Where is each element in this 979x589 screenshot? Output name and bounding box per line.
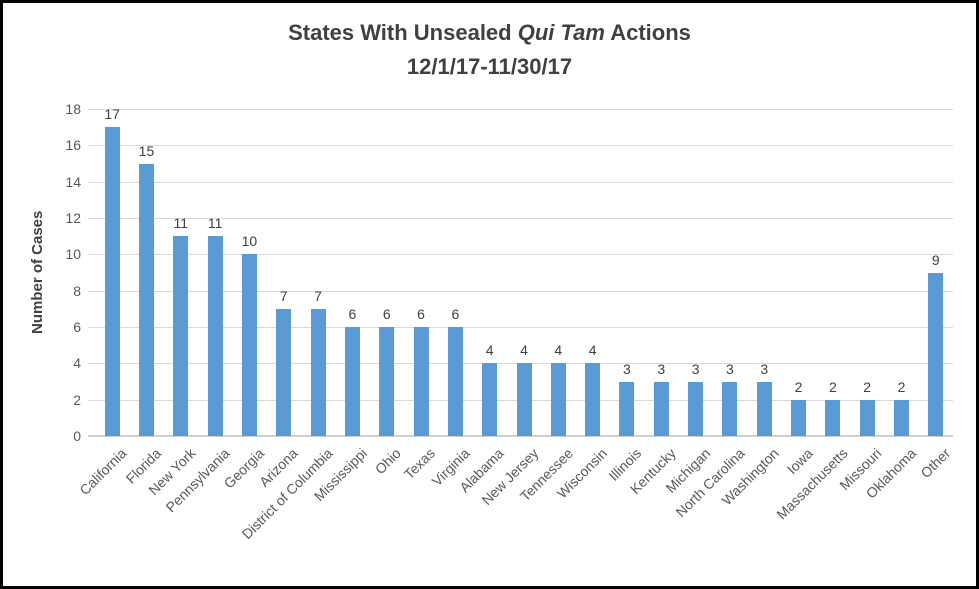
y-tick-label: 8 [73, 282, 81, 299]
x-category-label-text: California [76, 445, 130, 499]
gridline [88, 181, 953, 183]
bar-value-label: 6 [451, 306, 460, 322]
gridline [88, 109, 953, 110]
y-tick-label: 14 [65, 173, 81, 190]
bar [825, 399, 841, 436]
bar [516, 363, 532, 436]
bar-value-label: 6 [382, 306, 391, 322]
bar [447, 327, 463, 436]
bar-value-label: 3 [726, 360, 734, 377]
bar [138, 163, 154, 436]
bar-value-label: 4 [485, 342, 494, 359]
bar-value-label: 6 [417, 306, 425, 322]
bar [722, 381, 738, 436]
bar [550, 363, 566, 436]
gridline [88, 327, 953, 328]
gridline [88, 218, 953, 219]
y-tick-label: 4 [73, 355, 81, 372]
bar-value-label: 10 [241, 233, 258, 250]
title-prefix: States With Unsealed [288, 20, 518, 45]
bar [379, 327, 395, 436]
bar-value-label: 2 [863, 378, 872, 395]
bar [688, 381, 704, 436]
bar [585, 363, 601, 436]
bar-value-label: 7 [314, 287, 322, 304]
bar-value-label: 2 [828, 378, 837, 395]
gridline [88, 290, 953, 292]
gridline [88, 145, 953, 147]
bar-value-label: 4 [554, 342, 563, 359]
chart-subtitle: 12/1/17-11/30/17 [406, 54, 573, 79]
title-italic: Qui Tam [517, 20, 605, 45]
bar-value-label: 2 [897, 378, 906, 395]
bar-value-label: 11 [207, 215, 223, 232]
x-axis-line [88, 435, 953, 437]
gridline [88, 254, 953, 256]
bar [928, 272, 944, 436]
bar-value-label: 9 [931, 251, 940, 268]
bar-value-label: 4 [588, 342, 597, 359]
title-suffix: Actions [604, 20, 691, 45]
bar-value-label: 3 [691, 360, 700, 377]
bar-value-label: 3 [657, 360, 666, 377]
bar [756, 381, 772, 436]
bar [653, 381, 669, 436]
bar-value-label: 3 [623, 360, 631, 377]
bar [344, 327, 360, 436]
y-tick-label: 12 [65, 210, 81, 226]
y-tick-label: 10 [65, 246, 81, 263]
bar [619, 381, 635, 436]
bar [241, 254, 257, 436]
bar [482, 363, 498, 436]
y-tick-label: 16 [65, 137, 81, 154]
y-tick-label: 6 [73, 319, 81, 335]
bar [207, 236, 223, 436]
y-tick-label: 2 [73, 391, 81, 408]
bar-value-label: 11 [173, 215, 189, 232]
chart-title-line1: States With Unsealed Qui Tam Actions [3, 16, 976, 50]
bar [859, 399, 875, 436]
bar [104, 127, 120, 436]
bar [173, 236, 189, 436]
bar-value-label: 6 [348, 306, 357, 322]
bar-value-label: 15 [138, 142, 155, 159]
x-category-label-text: Ohio [371, 445, 405, 478]
y-tick-label: 0 [73, 428, 81, 444]
chart-title: States With Unsealed Qui Tam Actions 12/… [3, 16, 976, 84]
x-category-label-text: Other [917, 445, 954, 482]
bar-value-label: 7 [279, 287, 288, 304]
bar [276, 308, 292, 436]
bar [413, 327, 429, 436]
bar-value-label: 3 [760, 360, 769, 377]
bar-value-label: 17 [104, 106, 120, 123]
bar [791, 399, 807, 436]
bar-value-label: 4 [520, 342, 528, 359]
bar [310, 308, 326, 436]
bar [894, 399, 910, 436]
bar-value-label: 2 [794, 378, 803, 395]
y-axis-title: Number of Cases [29, 210, 46, 335]
y-tick-label: 18 [65, 101, 81, 117]
